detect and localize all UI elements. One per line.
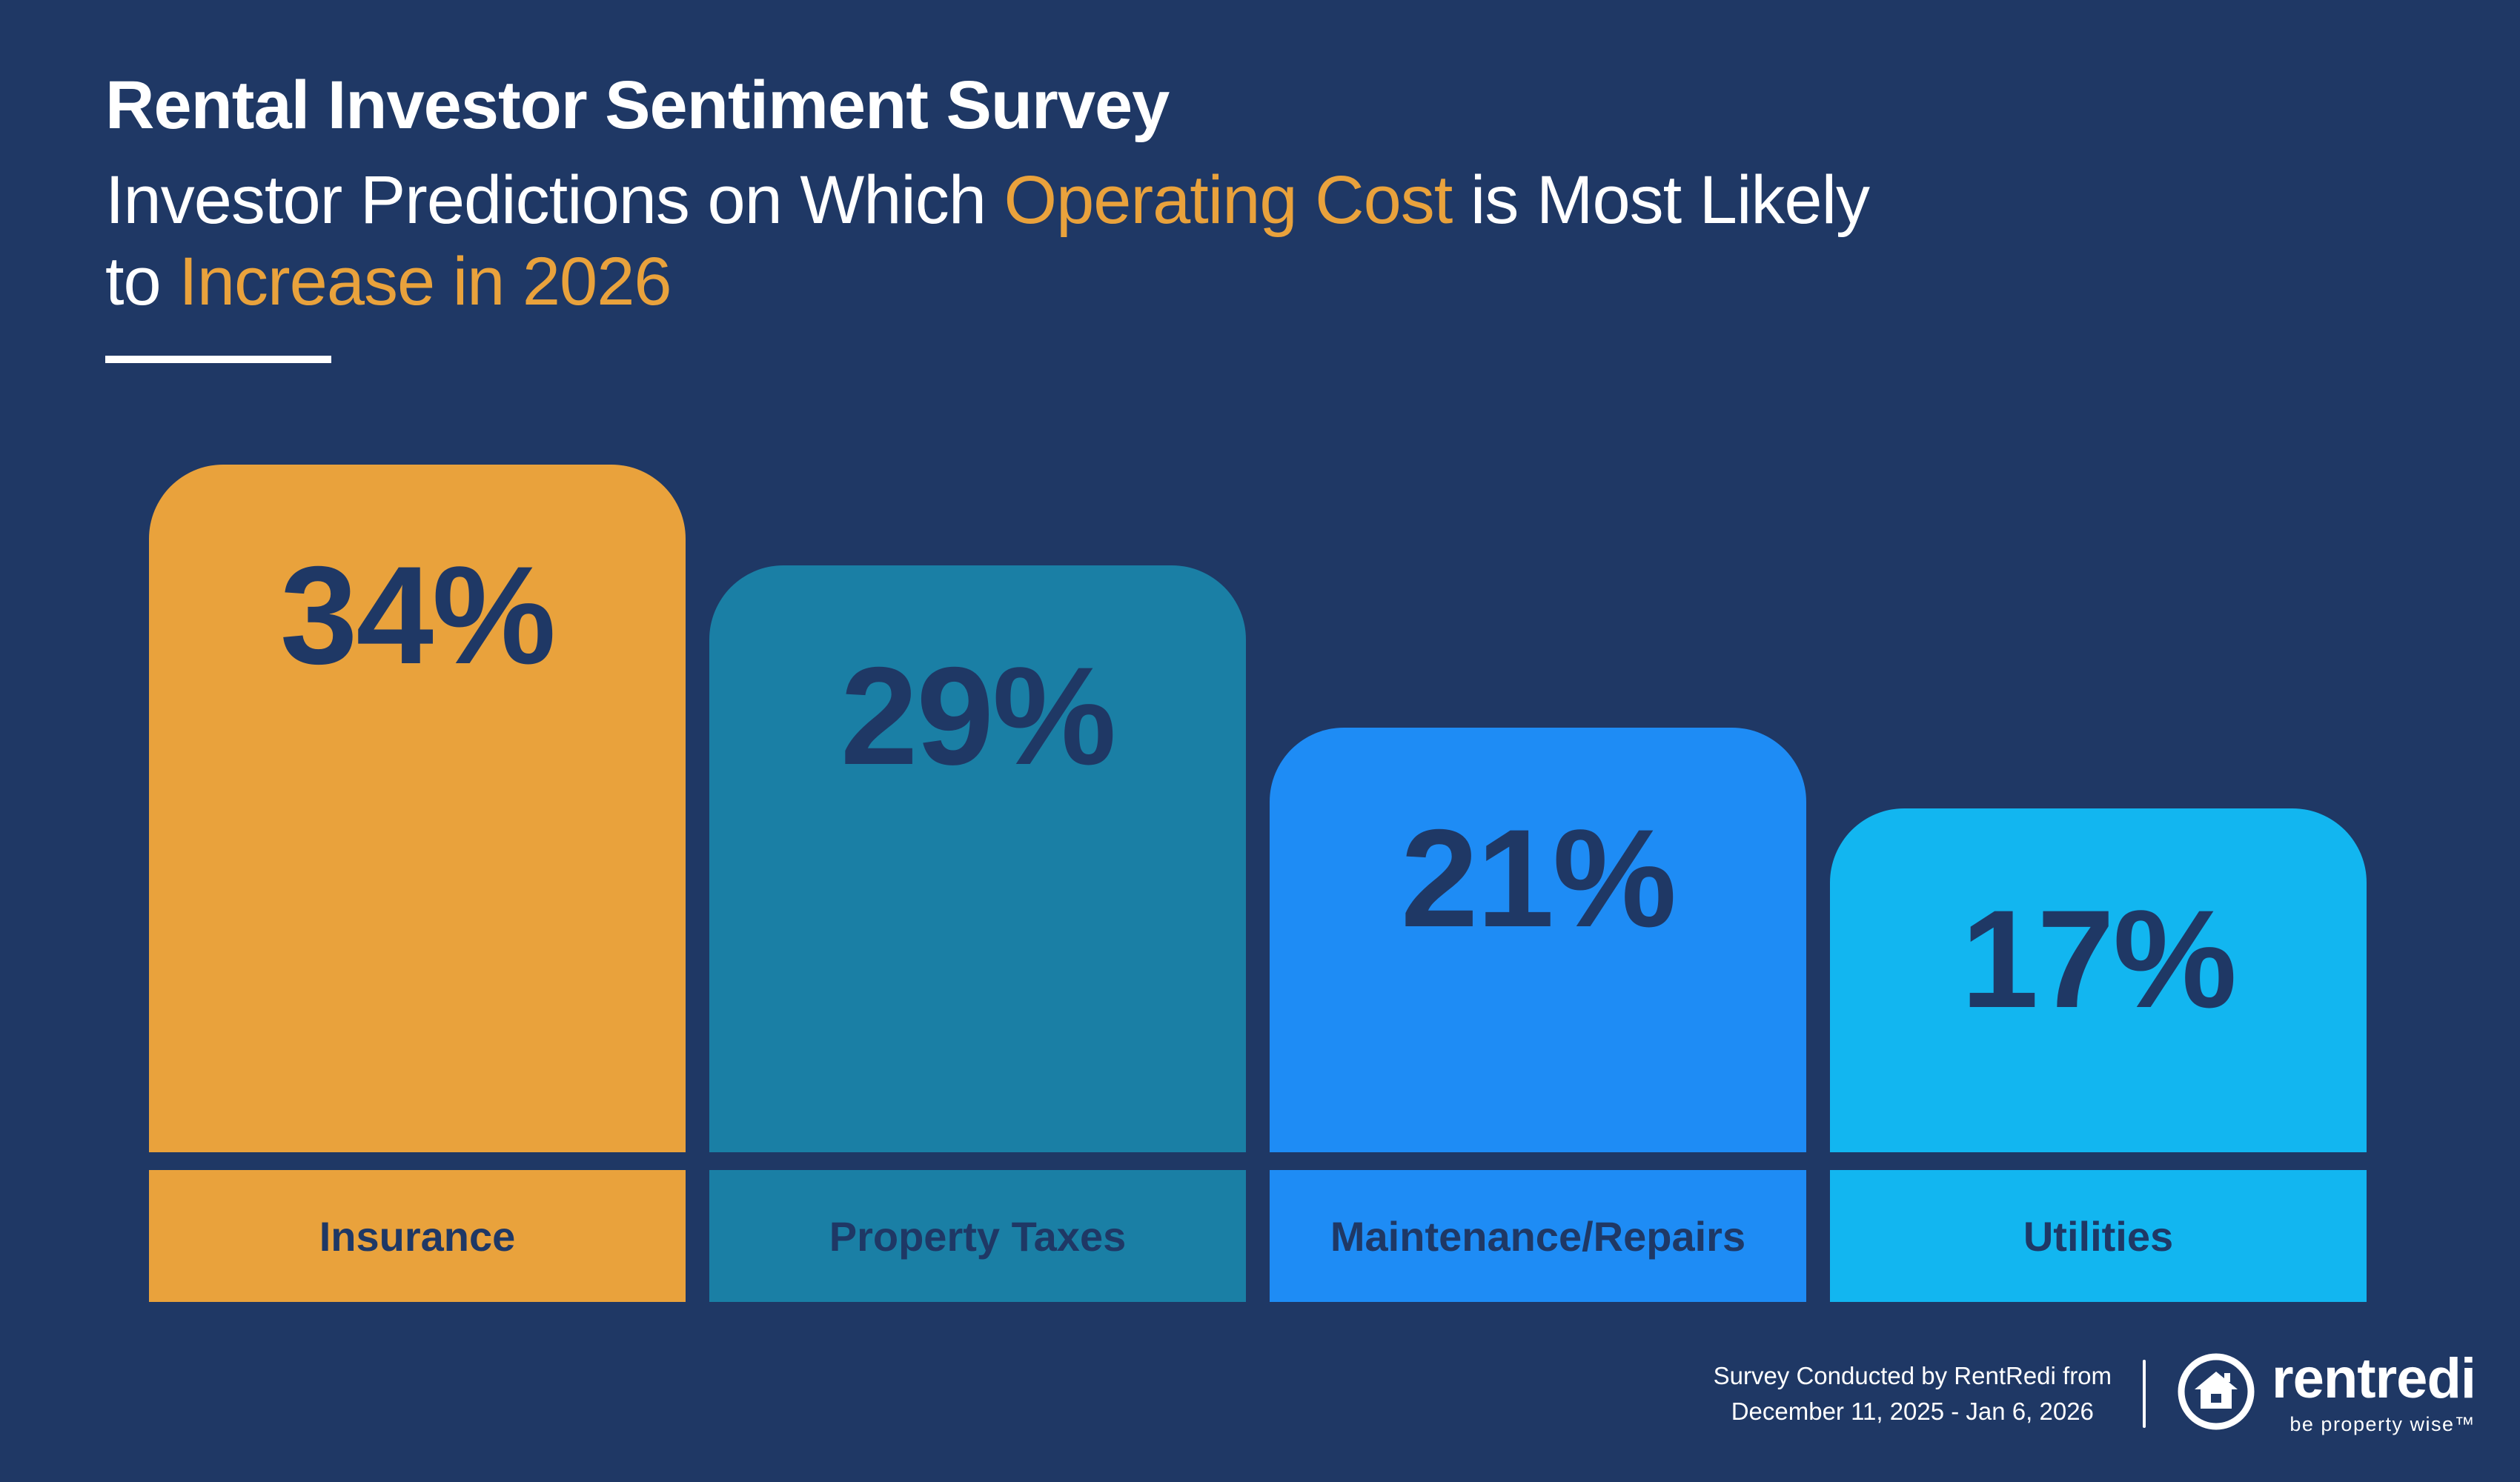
survey-note-line2: December 11, 2025 - Jan 6, 2026 [1731, 1397, 2094, 1425]
brand-name: rentredi [2272, 1347, 2476, 1410]
bar-value-label-insurance: 34% [279, 537, 556, 693]
bar-maintenance-repairs: 21% [1270, 728, 1806, 1152]
header: Rental Investor Sentiment Survey Investo… [105, 67, 1870, 363]
bar-value-label-utilities: 17% [1960, 881, 2237, 1037]
bar-property-taxes: 29% [709, 565, 1246, 1152]
survey-note: Survey Conducted by RentRedi from Decemb… [1714, 1358, 2112, 1429]
brand-tagline: be property wise™ [2289, 1413, 2476, 1435]
survey-note-line1: Survey Conducted by RentRedi from [1713, 1361, 2112, 1389]
title-underline [105, 355, 331, 363]
page-title: Rental Investor Sentiment Survey [105, 67, 1170, 143]
rentredi-logo: rentredi be property wise™ [2177, 1351, 2476, 1436]
subtitle-text-1: Investor Predictions on Which [105, 162, 1004, 238]
bar-utilities: 17% [1830, 808, 2367, 1152]
category-label-utilities: Utilities [1830, 1170, 2367, 1302]
bars-row: 34% 29% 21% 17% [149, 459, 2367, 1152]
subtitle-highlight-increase-2026: Increase in 2026 [179, 244, 672, 320]
house-circle-icon [2177, 1352, 2255, 1435]
bar-chart: 34% 29% 21% 17% Insurance Property Taxes… [149, 459, 2367, 1302]
subtitle: Investor Predictions on Which Operating … [105, 159, 1870, 323]
bar-value-label-maintenance-repairs: 21% [1400, 800, 1677, 956]
subtitle-text-3: to [105, 244, 179, 320]
subtitle-highlight-operating-cost: Operating Cost [1004, 162, 1453, 238]
category-label-property-taxes: Property Taxes [709, 1170, 1246, 1302]
footer-divider [2143, 1359, 2146, 1428]
category-label-insurance: Insurance [149, 1170, 686, 1302]
category-labels-row: Insurance Property Taxes Maintenance/Rep… [149, 1170, 2367, 1302]
category-label-maintenance-repairs: Maintenance/Repairs [1270, 1170, 1806, 1302]
brand-text-block: rentredi be property wise™ [2272, 1351, 2476, 1436]
bar-value-label-property-taxes: 29% [840, 638, 1116, 794]
footer: Survey Conducted by RentRedi from Decemb… [1714, 1351, 2476, 1436]
bar-insurance: 34% [149, 465, 686, 1152]
subtitle-text-2: is Most Likely [1452, 162, 1870, 238]
